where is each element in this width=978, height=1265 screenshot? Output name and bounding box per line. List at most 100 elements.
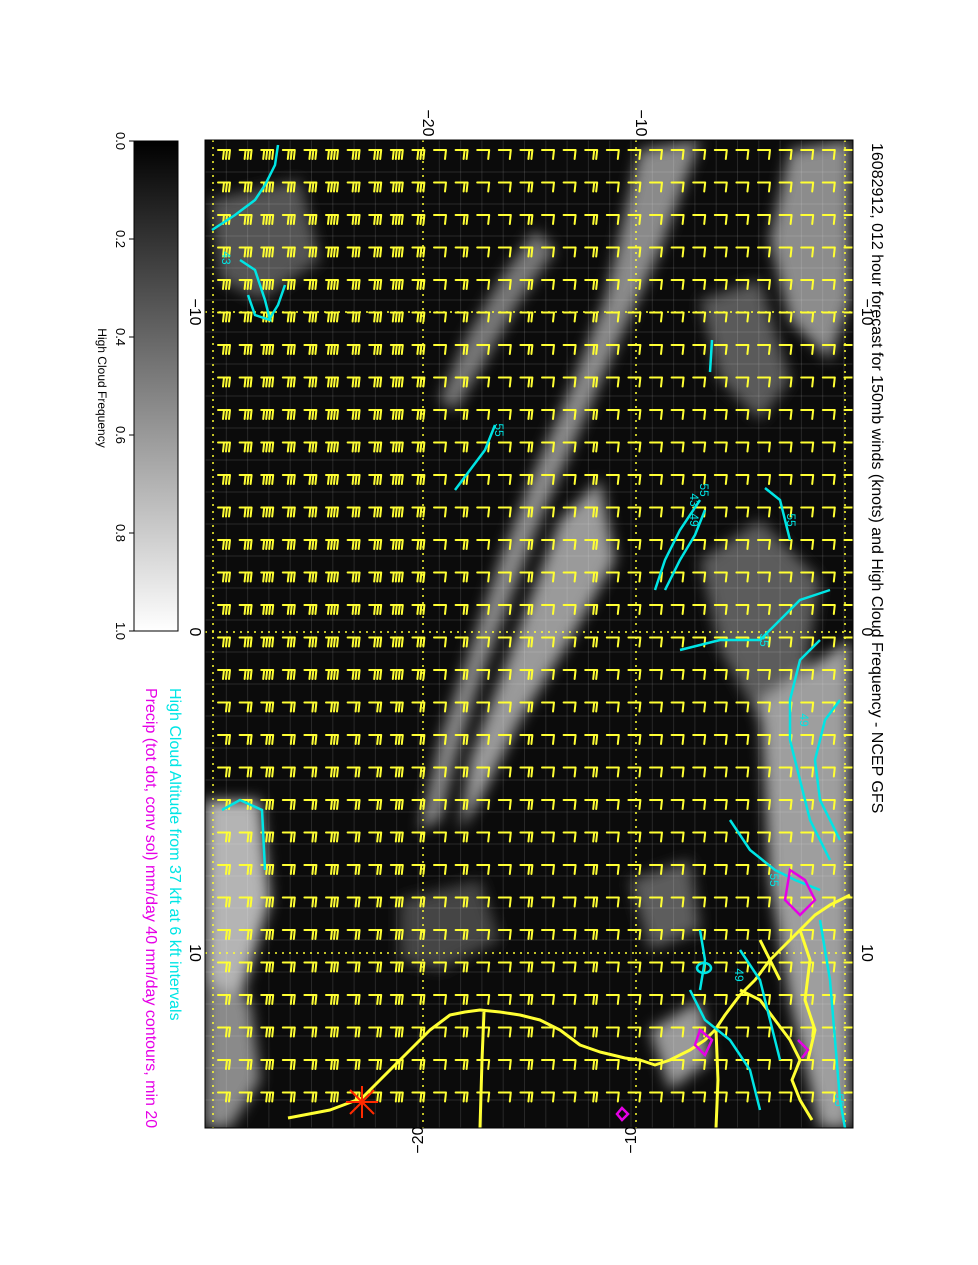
wind-barb [757, 831, 771, 843]
wind-barb [541, 734, 555, 745]
wind-barb [368, 571, 383, 583]
wind-barb [389, 474, 404, 485]
axis-labels: −20 −10 −10 0 10 −10 0 10 −20 −10 [186, 109, 875, 1153]
wind-barb [843, 181, 853, 184]
wind-barb [800, 961, 815, 973]
wind-barb [821, 181, 836, 193]
wind-barb [411, 539, 426, 550]
wind-barb [627, 994, 642, 1005]
wind-barb [649, 149, 663, 160]
wind-barb [584, 149, 599, 160]
wind-barb [843, 539, 853, 541]
wind-barb [411, 994, 426, 1005]
wind-barb [454, 701, 469, 713]
colorbar-tick-label: 0.4 [113, 328, 128, 346]
wind-barb [389, 571, 404, 583]
wind-barb [260, 604, 275, 615]
wind-barb [757, 669, 771, 680]
wind-barb [368, 799, 383, 810]
wind-barb [584, 181, 599, 193]
wind-barb [346, 929, 361, 940]
wind-barb [238, 214, 253, 225]
wind-barb [562, 669, 577, 680]
wind-barb [562, 344, 577, 355]
wind-barb [411, 929, 426, 940]
wind-barb [713, 441, 728, 453]
wind-barb [692, 474, 707, 485]
wind-barb [433, 961, 447, 973]
wind-barb [411, 831, 426, 843]
wind-barb [433, 799, 447, 810]
wind-barb [562, 149, 577, 160]
wind-barb [757, 766, 771, 778]
wind-barb [757, 344, 771, 355]
wind-barb [735, 474, 750, 485]
wind-barb [454, 344, 469, 355]
wind-barb [584, 1059, 599, 1070]
wind-barb [821, 929, 836, 940]
wind-barb [238, 734, 253, 745]
wind-barb [325, 734, 339, 745]
wind-barb [346, 1026, 361, 1038]
wind-barb [433, 571, 447, 583]
wind-barb [584, 246, 599, 258]
wind-barb [627, 961, 642, 973]
wind-barb [325, 636, 339, 648]
wind-barb [821, 376, 836, 388]
wind-barb [670, 1059, 685, 1070]
wind-barb [411, 474, 426, 485]
wind-barb [497, 864, 512, 875]
wind-barb [584, 279, 599, 290]
wind-barb [519, 1091, 534, 1103]
wind-barb [821, 474, 836, 485]
wind-barb [476, 181, 491, 193]
wind-barb [476, 766, 491, 778]
wind-barb [217, 181, 231, 193]
wind-barb [476, 734, 491, 745]
figure-title: 16082912, 012 hour forecast for 150mb wi… [868, 143, 885, 813]
wind-barb [411, 181, 426, 193]
wind-barb [497, 636, 512, 648]
wind-barb [519, 539, 534, 550]
wind-barb [562, 831, 577, 843]
wind-barb [433, 636, 447, 648]
wind-barb [584, 766, 599, 778]
wind-barb [670, 376, 685, 388]
wind-barb [217, 734, 231, 745]
wind-barb [325, 1091, 339, 1103]
wind-barb [670, 1026, 685, 1038]
wind-barb [778, 1059, 793, 1070]
wind-barb [584, 669, 599, 680]
wind-barb [260, 1059, 275, 1070]
wind-barb [497, 409, 512, 420]
wind-barb [627, 474, 642, 485]
caption-precip: Precip (tot dot, conv sol) mm/day 40 mm/… [142, 688, 159, 1128]
wind-barb [303, 279, 318, 290]
wind-barb [713, 149, 728, 160]
wind-barb [389, 376, 404, 388]
wind-barb [303, 864, 318, 875]
wind-barb [541, 344, 555, 355]
wind-barb [562, 181, 577, 193]
wind-barb [670, 896, 685, 908]
wind-barb [821, 994, 836, 1005]
wind-barbs [217, 149, 853, 1103]
wind-barb [281, 604, 296, 615]
wind-barb [605, 831, 620, 843]
wind-barb [454, 181, 469, 193]
wind-barb [433, 539, 447, 550]
wind-barb [346, 831, 361, 843]
wind-barb [627, 344, 642, 355]
wind-barb [605, 734, 620, 745]
wind-barb [778, 669, 793, 680]
wind-barb [238, 506, 253, 518]
wind-barb [541, 409, 555, 420]
wind-barb [843, 799, 853, 801]
wind-barb [368, 181, 383, 193]
wind-barb [843, 246, 853, 249]
wind-barb [497, 799, 512, 810]
wind-barb [368, 961, 383, 973]
wind-barb [713, 214, 728, 225]
wind-barb [476, 474, 491, 485]
wind-barb [454, 994, 469, 1005]
